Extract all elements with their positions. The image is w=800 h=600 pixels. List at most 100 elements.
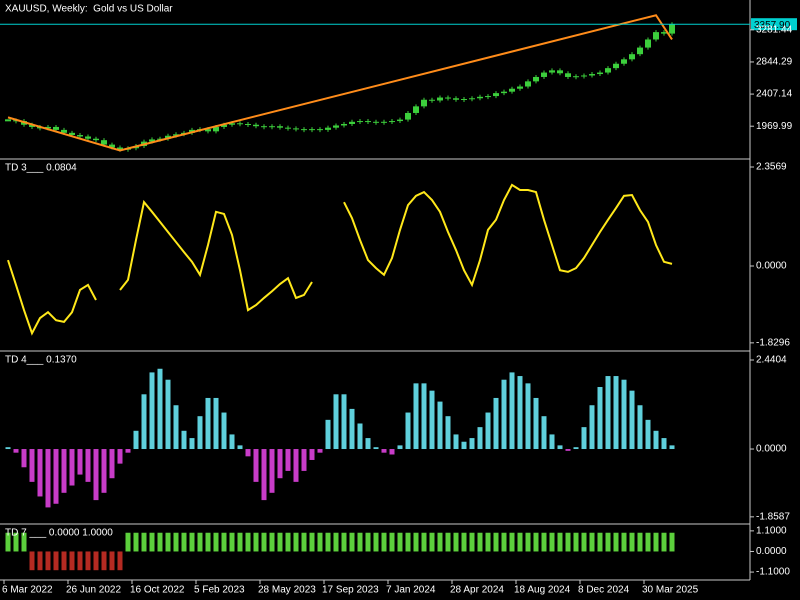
candle [485,96,491,98]
histogram-bar [93,449,99,501]
histogram-bar [157,368,163,450]
histogram-bar [517,532,523,552]
histogram-bar [389,532,395,552]
histogram-bar [413,383,419,450]
histogram-bar [189,532,195,552]
histogram-bar [629,390,635,450]
histogram-bar [245,532,251,552]
histogram-bar [621,379,627,450]
y-tick-label: 2844.29 [756,57,793,68]
histogram-bar [333,394,339,450]
histogram-bar [653,430,659,450]
histogram-bar [77,551,83,571]
indicator-line [343,183,673,288]
histogram-bar [413,532,419,552]
y-tick-label: 2407.14 [756,89,793,100]
histogram-bar [109,449,115,479]
candle [613,63,619,69]
x-tick-label: 17 Sep 2023 [322,585,379,596]
histogram-bar [397,445,403,450]
histogram-bar [309,449,315,460]
histogram-bar [109,551,115,571]
histogram-bar [61,449,67,493]
candle [421,99,427,107]
candle [77,135,83,137]
candle [93,138,99,141]
candle [301,129,307,131]
candle [309,129,315,131]
histogram-bar [557,445,563,450]
histogram-bar [133,430,139,450]
histogram-bar [285,532,291,552]
candle [621,59,627,64]
candle [221,124,227,127]
histogram-bar [261,532,267,552]
histogram-bar [181,430,187,450]
y-tick-label: 0.0000 [756,261,787,272]
candle [85,136,91,139]
x-tick-label: 28 May 2023 [258,585,316,596]
histogram-bar [37,551,43,571]
candle [629,54,635,60]
histogram-bar [477,532,483,552]
histogram-bar [85,449,91,482]
histogram-bar [237,445,243,450]
histogram-bar [229,434,235,450]
histogram-bar [197,416,203,450]
y-tick-label: 2.3569 [756,162,787,173]
histogram-bar [661,438,667,450]
candle [29,124,35,127]
candle [157,138,163,140]
y-tick-label: 1969.99 [756,121,793,132]
histogram-bar [29,551,35,571]
histogram-bar [493,397,499,450]
histogram-bar [117,551,123,571]
histogram-bar [245,449,251,457]
histogram-bar [597,387,603,450]
histogram-bar [317,532,323,552]
histogram-bar [173,405,179,450]
histogram-bar [349,408,355,450]
candle [573,76,579,78]
histogram-bar [421,383,427,450]
histogram-bar [373,447,379,450]
histogram-bar [509,372,515,450]
histogram-bar [301,532,307,552]
histogram-bar [557,532,563,552]
candle [437,97,443,101]
histogram-bar [669,532,675,552]
candle [117,147,123,150]
histogram-bar [149,532,155,552]
histogram-bar [653,532,659,552]
histogram-bar [53,449,59,504]
histogram-bar [405,532,411,552]
histogram-bar [357,532,363,552]
pane-title: XAUUSD, Weekly: Gold vs US Dollar [5,4,173,15]
histogram-bar [277,449,283,479]
pane-title: TD 3___ 0.0804 [5,163,77,174]
candle [389,121,395,123]
histogram-bar [469,532,475,552]
candle [557,70,563,74]
candle [53,126,59,130]
histogram-bar [397,532,403,552]
x-tick-label: 8 Dec 2024 [578,585,630,596]
candle [261,126,267,128]
histogram-bar [269,532,275,552]
histogram-bar [541,416,547,450]
x-tick-label: 16 Oct 2022 [130,585,185,596]
candle [365,121,371,123]
x-tick-label: 30 Mar 2025 [642,585,699,596]
histogram-bar [669,445,675,450]
histogram-bar [157,532,163,552]
candle [509,88,515,92]
histogram-bar [141,532,147,552]
histogram-bar [13,532,19,552]
histogram-bar [621,532,627,552]
histogram-bar [69,551,75,571]
candle [533,76,539,82]
histogram-bar [93,551,99,571]
histogram-bar [69,449,75,486]
histogram-bar [453,532,459,552]
histogram-bar [469,438,475,450]
